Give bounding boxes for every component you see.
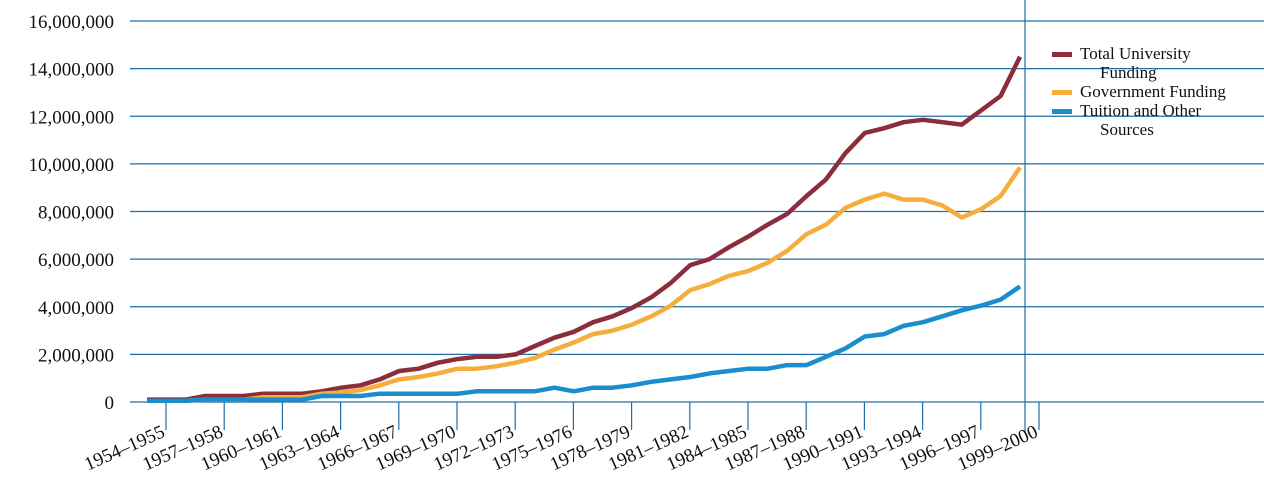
legend: Total University Funding Government Fundi… xyxy=(1052,44,1264,139)
y-tick-label: 8,000,000 xyxy=(38,203,114,224)
y-tick-label: 2,000,000 xyxy=(38,345,114,366)
legend-label: Government Funding xyxy=(1080,82,1226,101)
legend-entry: Total University Funding xyxy=(1052,44,1230,82)
y-tick-label: 16,000,000 xyxy=(29,12,115,33)
y-tick-label: 6,000,000 xyxy=(38,250,114,271)
y-tick-label: 14,000,000 xyxy=(29,60,115,81)
legend-label: Total University Funding xyxy=(1080,44,1191,82)
legend-swatch xyxy=(1052,52,1072,57)
legend-entry: Government Funding xyxy=(1052,82,1264,101)
legend-swatch xyxy=(1052,90,1072,95)
y-tick-label: 12,000,000 xyxy=(29,107,115,128)
series-line xyxy=(147,55,1023,402)
legend-label: Tuition and Other Sources xyxy=(1080,101,1202,139)
series-line xyxy=(147,166,1022,404)
y-tick-label: 4,000,000 xyxy=(38,298,114,319)
y-tick-label: 10,000,000 xyxy=(29,155,115,176)
legend-entry: Tuition and Other Sources xyxy=(1052,101,1230,139)
y-tick-label: 0 xyxy=(105,393,115,414)
legend-swatch xyxy=(1052,109,1072,114)
series-line xyxy=(147,284,1022,404)
